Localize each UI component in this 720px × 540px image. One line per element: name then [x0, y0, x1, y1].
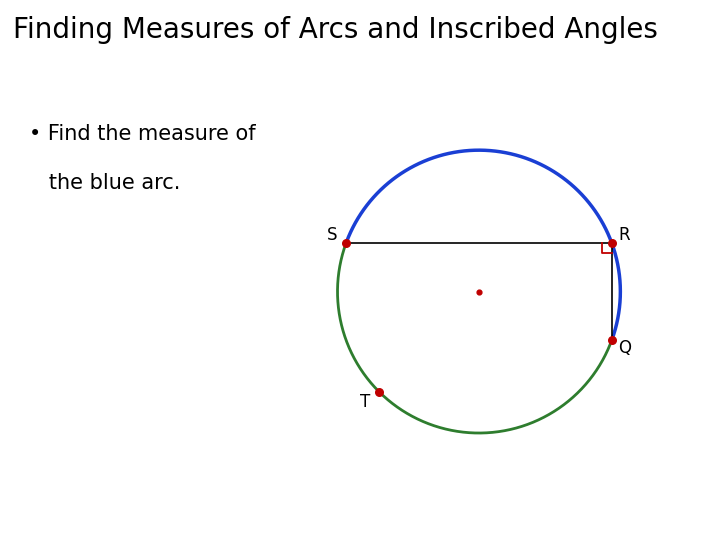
- Text: • Find the measure of: • Find the measure of: [29, 124, 256, 144]
- Text: R: R: [618, 226, 631, 244]
- Point: [341, 239, 352, 247]
- Text: Finding Measures of Arcs and Inscribed Angles: Finding Measures of Arcs and Inscribed A…: [13, 16, 658, 44]
- Point: [473, 287, 485, 296]
- Text: T: T: [360, 393, 370, 410]
- Point: [373, 387, 384, 396]
- Point: [606, 336, 618, 345]
- Text: S: S: [327, 226, 337, 244]
- Text: the blue arc.: the blue arc.: [29, 173, 180, 193]
- Point: [606, 239, 618, 247]
- Text: Q: Q: [618, 340, 631, 357]
